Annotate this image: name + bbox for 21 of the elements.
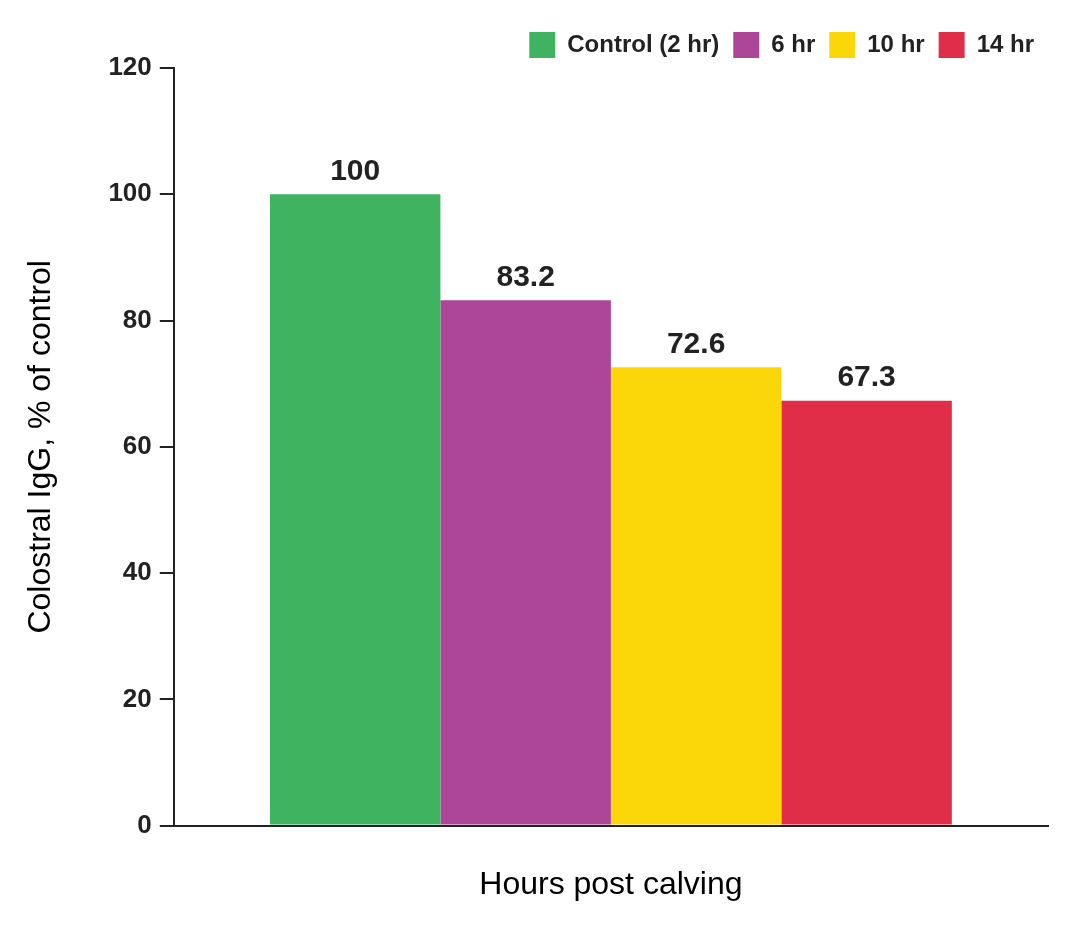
y-tick-label: 80 xyxy=(122,303,152,334)
data-label: 72.6 xyxy=(666,325,726,359)
legend-label: 14 hr xyxy=(976,29,1035,57)
data-label: 83.2 xyxy=(496,258,555,292)
legend-label: Control (2 hr) xyxy=(567,29,720,57)
y-tick-label: 0 xyxy=(137,808,152,839)
y-tick-label: 120 xyxy=(108,51,152,82)
bar xyxy=(269,194,441,825)
y-tick-label: 20 xyxy=(122,682,152,713)
data-label: 100 xyxy=(330,152,381,186)
legend-label: 10 hr xyxy=(867,29,925,57)
y-tick-label: 40 xyxy=(122,556,152,587)
y-tick-label: 60 xyxy=(122,429,152,460)
bar xyxy=(440,300,611,825)
bar xyxy=(781,400,952,825)
legend-label: 6 hr xyxy=(771,29,816,57)
bar xyxy=(610,367,782,825)
y-tick-label: 100 xyxy=(108,177,152,208)
y-axis-title: Colostral IgG, % of control xyxy=(21,260,58,634)
data-label: 67.3 xyxy=(837,358,896,392)
x-axis-title: Hours post calving xyxy=(479,864,743,901)
